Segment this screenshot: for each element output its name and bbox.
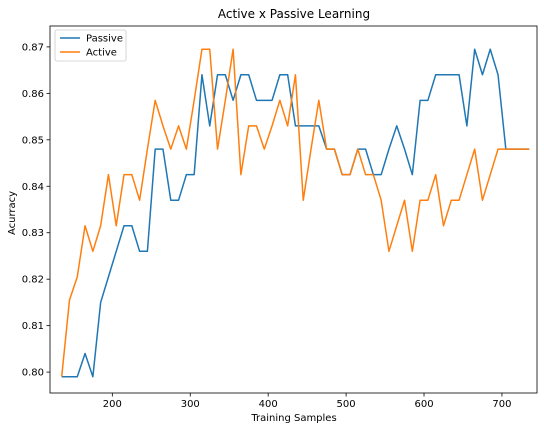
y-tick-label: 0.87 <box>22 42 44 53</box>
y-tick-label: 0.84 <box>22 182 44 193</box>
legend: Passive Active <box>54 29 127 62</box>
y-tick-label: 0.81 <box>22 321 44 332</box>
series-layer <box>60 48 530 378</box>
chart-title: Active x Passive Learning <box>218 7 370 21</box>
y-axis-label: Acurracy <box>7 191 18 235</box>
x-tick-label: 500 <box>337 399 356 410</box>
y-tick-label: 0.80 <box>22 368 44 379</box>
x-axis: 200 300 400 500 600 700 <box>103 393 511 410</box>
x-tick-label: 400 <box>259 399 278 410</box>
series-line-active <box>60 48 530 377</box>
x-axis-label: Training Samples <box>250 413 336 424</box>
legend-label-passive: Passive <box>86 34 123 45</box>
x-tick-label: 200 <box>103 399 122 410</box>
y-tick-label: 0.86 <box>22 89 44 100</box>
y-tick-label: 0.83 <box>22 228 44 239</box>
plot-area <box>49 25 538 394</box>
legend-label-active: Active <box>86 48 117 59</box>
plot-frame <box>49 25 538 394</box>
x-tick-label: 700 <box>492 399 511 410</box>
y-axis: 0.80 0.81 0.82 0.83 0.84 0.85 0.86 0.87 <box>22 42 50 379</box>
series-line-passive <box>61 48 530 378</box>
x-tick-label: 600 <box>414 399 433 410</box>
y-tick-label: 0.82 <box>22 275 44 286</box>
y-tick-label: 0.85 <box>22 135 44 146</box>
x-tick-label: 300 <box>181 399 200 410</box>
